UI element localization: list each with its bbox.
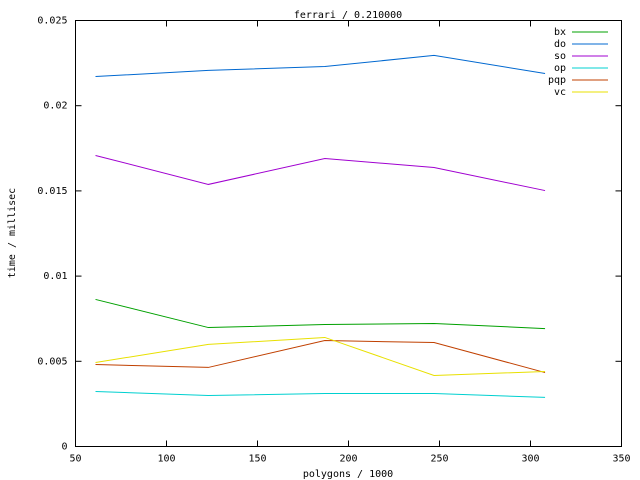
y-tick-label: 0.01	[43, 271, 67, 282]
series-line	[95, 390, 546, 398]
plot-border	[75, 20, 622, 447]
x-tick-label: 50	[69, 454, 81, 465]
legend-label: so	[554, 51, 566, 62]
y-tick-label: 0.005	[37, 356, 67, 367]
y-tick-label: 0.025	[37, 16, 67, 27]
x-tick-label: 150	[248, 454, 266, 465]
series-line	[95, 336, 546, 376]
y-tick-label: 0	[61, 442, 67, 453]
x-tick-label: 200	[339, 454, 357, 465]
x-axis-label: polygons / 1000	[303, 469, 393, 480]
legend-label: vc	[554, 87, 566, 98]
series-line	[95, 154, 546, 192]
legend-label: do	[554, 39, 566, 50]
y-tick-label: 0.015	[37, 186, 67, 197]
x-tick-label: 350	[612, 454, 630, 465]
x-tick-label: 250	[430, 454, 448, 465]
y-axis-label: time / millisec	[7, 188, 18, 278]
series-line	[95, 340, 546, 374]
series-line	[95, 54, 546, 78]
series-line	[95, 298, 546, 330]
x-tick-label: 100	[157, 454, 175, 465]
legend-label: op	[554, 63, 566, 74]
legend-label: pqp	[548, 75, 566, 86]
y-tick-label: 0.02	[43, 101, 67, 112]
legend-label: bx	[554, 27, 566, 38]
chart-title: ferrari / 0.210000	[294, 10, 402, 21]
x-tick-label: 300	[521, 454, 539, 465]
